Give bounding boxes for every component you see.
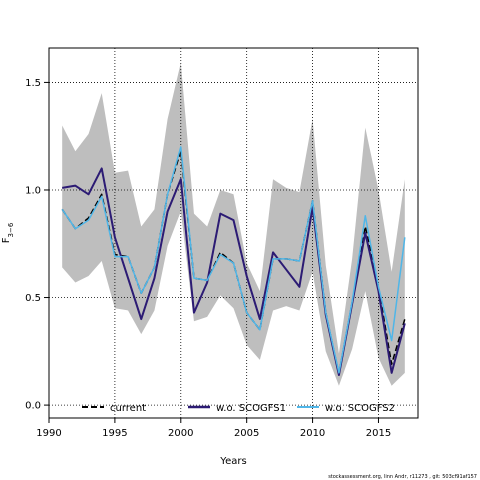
legend: current w.o. SCOGFS1 w.o. SCOGFS2 <box>82 403 395 414</box>
y-tick-label: 0.5 <box>25 293 41 304</box>
series-layer <box>61 146 406 376</box>
x-tick-label: 2015 <box>366 428 391 439</box>
y-axis-title-subscript: 3−6 <box>7 222 15 237</box>
tick-layer: 1990 1995 2000 2005 2010 2015 0.0 0.5 1.0 1.5 <box>25 78 391 439</box>
x-tick-label: 2005 <box>234 428 259 439</box>
y-tick-label: 1.5 <box>25 78 41 89</box>
y-tick-label: 0.0 <box>25 401 41 412</box>
series-line-2 <box>61 146 406 374</box>
x-tick-label: 2010 <box>300 428 325 439</box>
legend-label-2: w.o. SCOGFS2 <box>325 403 395 414</box>
x-tick-label: 1995 <box>102 428 127 439</box>
y-axis-title-main: F <box>1 237 12 243</box>
y-tick-label: 1.0 <box>25 185 41 196</box>
footnote: stockassessment.org, linn Andr, r11273 ,… <box>328 474 477 480</box>
x-axis-title: Years <box>219 456 246 467</box>
legend-label-1: w.o. SCOGFS1 <box>216 403 286 414</box>
y-axis-title: F3−6 <box>1 222 15 243</box>
legend-label-0: current <box>110 403 146 414</box>
x-tick-label: 2000 <box>168 428 193 439</box>
plot-frame <box>48 47 419 419</box>
x-tick-label: 1990 <box>36 428 61 439</box>
